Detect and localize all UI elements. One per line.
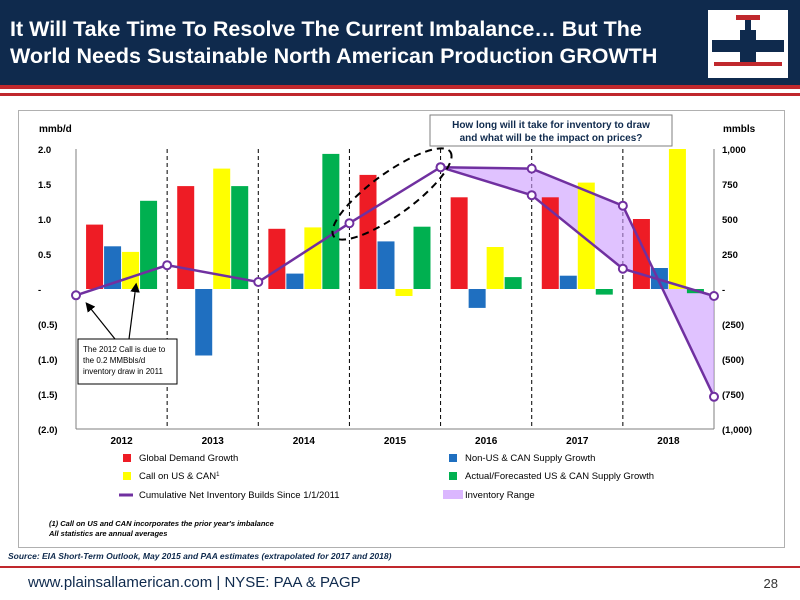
legend-label: Non-US & CAN Supply Growth [465,453,595,464]
inventory-upper-line [440,165,716,398]
bar [468,289,486,308]
left-tick-label: (1.0) [38,355,58,366]
note-line3: inventory draw in 2011 [83,367,163,376]
bar [140,200,158,289]
x-tick-label: 2017 [566,436,589,447]
right-axis-title: mmbls [723,124,756,135]
bar [86,224,104,289]
right-tick-label: - [722,285,725,296]
inventory-point [617,200,628,211]
source-note: Source: EIA Short-Term Outlook, May 2015… [8,551,392,561]
bar [268,228,286,289]
legend-swatch [449,454,457,462]
left-tick-label: 1.5 [38,180,52,191]
legend-label: Global Demand Growth [139,453,238,464]
bar [286,273,304,289]
right-tick-label: (750) [722,390,744,401]
note-line2: the 0.2 MMBbls/d [83,356,145,365]
header-stripe-lower [0,93,800,96]
x-tick-label: 2018 [657,436,680,447]
x-tick-label: 2015 [384,436,407,447]
left-axis-title: mmb/d [39,124,72,135]
company-logo [708,10,788,78]
bar [486,247,504,289]
bar [413,226,431,289]
inventory-point [709,391,719,402]
left-tick-label: (0.5) [38,320,58,331]
bar [541,197,559,289]
inventory-point [435,162,446,173]
bar [559,275,577,289]
page-number: 28 [763,576,778,591]
legend-swatch [123,454,131,462]
bar [104,246,122,289]
legend-swatch [443,490,463,499]
legend-label: Actual/Forecasted US & CAN Supply Growth [465,471,654,482]
footnote-1: (1) Call on US and CAN incorporates the … [49,519,274,528]
footer-website: www.plainsallamerican.com | NYSE: PAA & … [28,574,361,591]
slide-title: It Will Take Time To Resolve The Current… [10,17,658,68]
bar [377,241,395,289]
left-tick-label: 1.0 [38,215,51,226]
x-tick-label: 2012 [110,436,133,447]
highlight-ellipse [331,147,453,241]
bar [195,289,213,356]
bar [122,251,140,289]
inventory-chart: mmb/d mmbls How long will it take for in… [38,114,756,538]
footnote-2: All statistics are annual averages [48,529,167,538]
bar [177,186,195,289]
legend-swatch [449,472,457,480]
inventory-point [526,190,537,201]
x-tick-label: 2016 [475,436,498,447]
footer-divider [0,566,800,568]
chart-frame: mmb/d mmbls How long will it take for in… [18,110,785,548]
right-tick-label: 500 [722,215,738,226]
slide-header: It Will Take Time To Resolve The Current… [0,0,800,85]
left-tick-label: 0.5 [38,250,52,261]
left-tick-label: 2.0 [38,145,51,156]
right-tick-label: 750 [722,180,738,191]
right-tick-label: (250) [722,320,744,331]
bar [304,227,322,289]
legend-swatch [123,472,131,480]
header-stripe-gap [0,89,800,93]
bar [322,153,340,289]
left-tick-label: - [38,285,41,296]
inventory-point [71,290,81,301]
bar [213,168,231,289]
inventory-line [75,165,715,298]
x-tick-label: 2014 [293,436,316,447]
bar [668,149,686,289]
question-callout-line1: How long will it take for inventory to d… [452,120,650,131]
right-tick-label: 250 [722,250,738,261]
right-tick-label: 1,000 [722,145,746,156]
bar [577,182,595,289]
header-stripe [0,85,800,89]
inventory-point [162,260,173,271]
question-callout: How long will it take for inventory to d… [429,114,673,147]
pipeline-valve-icon [712,15,784,66]
inventory-point [344,218,355,229]
bar [504,277,522,289]
right-tick-label: (500) [722,355,744,366]
bar [231,186,249,289]
bar [595,289,613,295]
right-tick-label: (1,000) [722,425,752,436]
legend-label: Cumulative Net Inventory Builds Since 1/… [139,490,340,501]
bar [395,289,413,296]
inventory-point [617,263,628,274]
inventory-point [253,277,264,287]
legend-label: Call on US & CAN1 [139,471,220,482]
left-tick-label: (2.0) [38,425,58,436]
left-tick-label: (1.5) [38,390,58,401]
inventory-point [526,163,537,174]
bar [450,197,468,289]
question-callout-line2: and what will be the impact on prices? [460,133,643,144]
x-tick-label: 2013 [202,436,225,447]
inventory-point [709,291,719,301]
note-callout: The 2012 Call is due to the 0.2 MMBbls/d… [77,282,178,385]
legend-label: Inventory Range [465,490,535,501]
note-line1: The 2012 Call is due to [83,345,166,354]
